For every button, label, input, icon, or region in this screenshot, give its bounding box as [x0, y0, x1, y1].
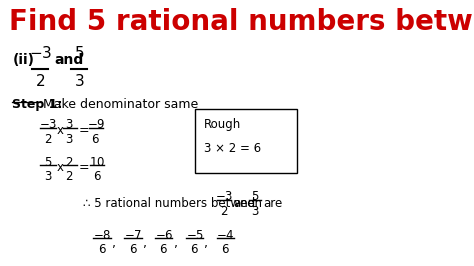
Text: $-3$: $-3$ — [39, 118, 57, 131]
Text: Find 5 rational numbers between: Find 5 rational numbers between — [9, 8, 474, 36]
Text: $6$: $6$ — [221, 243, 230, 256]
Text: (ii): (ii) — [12, 53, 34, 67]
Text: $-3$: $-3$ — [215, 190, 233, 203]
Text: $3$: $3$ — [65, 118, 74, 131]
Text: $2$: $2$ — [35, 73, 45, 89]
Text: $6$: $6$ — [93, 170, 102, 183]
Text: $6$: $6$ — [91, 133, 100, 146]
Text: $-9$: $-9$ — [87, 118, 105, 131]
Text: Rough: Rough — [204, 118, 241, 131]
Text: $-8$: $-8$ — [93, 229, 111, 242]
Text: and: and — [54, 53, 83, 67]
Text: $3$: $3$ — [73, 73, 84, 89]
Text: $-7$: $-7$ — [124, 229, 142, 242]
Text: $6$: $6$ — [191, 243, 199, 256]
Text: $-4$: $-4$ — [216, 229, 235, 242]
Text: $-3$: $-3$ — [28, 45, 52, 61]
Text: ∴ 5 rational numbers between: ∴ 5 rational numbers between — [83, 197, 263, 210]
Text: $6$: $6$ — [128, 243, 137, 256]
Text: Make denominator same: Make denominator same — [43, 98, 199, 111]
Text: x: x — [57, 124, 64, 137]
Text: $-5$: $-5$ — [186, 229, 204, 242]
Text: $2$: $2$ — [65, 170, 74, 183]
Text: Step 1:: Step 1: — [12, 98, 63, 111]
Text: $6$: $6$ — [159, 243, 168, 256]
Text: $-6$: $-6$ — [155, 229, 173, 242]
Text: $10$: $10$ — [89, 156, 105, 169]
Text: =: = — [78, 161, 89, 174]
Text: are: are — [264, 197, 283, 210]
Text: $5$: $5$ — [251, 190, 259, 203]
Text: 3 × 2 = 6: 3 × 2 = 6 — [204, 142, 261, 155]
FancyBboxPatch shape — [195, 109, 297, 173]
Text: $2$: $2$ — [65, 156, 74, 169]
Text: $6$: $6$ — [98, 243, 106, 256]
Text: x: x — [57, 161, 64, 174]
Text: ,: , — [204, 237, 209, 250]
Text: and: and — [233, 197, 255, 210]
Text: ,: , — [143, 237, 146, 250]
Text: $3$: $3$ — [44, 170, 52, 183]
Text: $2$: $2$ — [44, 133, 52, 146]
Text: $5$: $5$ — [44, 156, 52, 169]
Text: $5$: $5$ — [73, 45, 84, 61]
Text: ,: , — [173, 237, 178, 250]
Text: $3$: $3$ — [251, 205, 259, 218]
Text: $3$: $3$ — [65, 133, 74, 146]
Text: $2$: $2$ — [220, 205, 228, 218]
Text: =: = — [78, 124, 89, 137]
Text: ,: , — [112, 237, 116, 250]
